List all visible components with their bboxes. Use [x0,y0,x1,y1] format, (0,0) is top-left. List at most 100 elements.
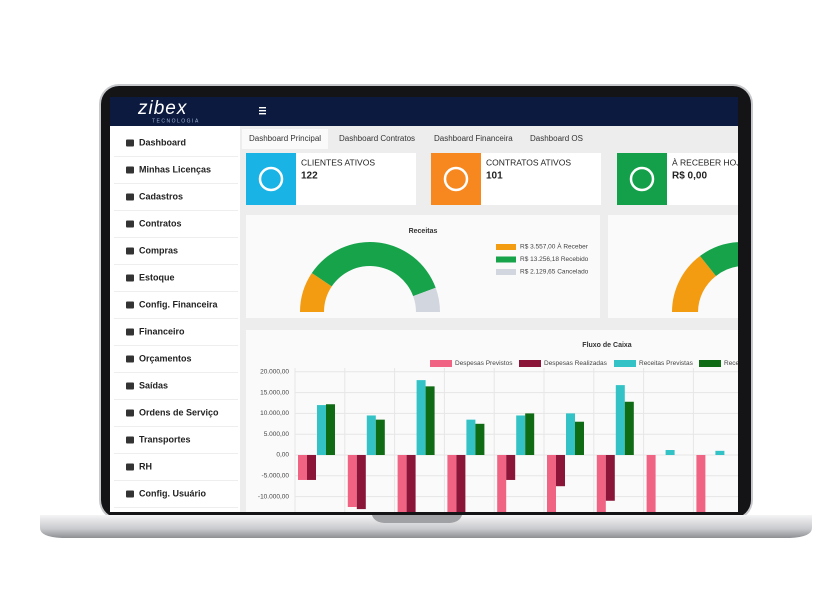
menu-icon [126,139,134,147]
menu-icon [126,328,134,336]
bar [347,455,357,507]
menu-item[interactable]: Minhas Licenças [139,164,211,174]
bar [326,404,335,455]
bar [356,455,366,510]
legend-swatch [430,360,452,367]
bar [317,405,326,455]
menu-icon [126,274,134,282]
tab[interactable]: Dashboard Financeira [434,134,513,143]
tab-active [242,129,328,149]
bar [497,455,507,512]
menu-item[interactable]: Ordens de Serviço [139,407,219,417]
y-tick-label: 20.000,00 [260,369,289,376]
gauge-segment [311,242,436,297]
bar [646,455,656,512]
tab[interactable]: Dashboard OS [530,134,583,143]
menu-item[interactable]: Cadastros [139,191,183,201]
bar [366,415,376,455]
menu-item[interactable]: Saídas [139,380,168,390]
card-title: CLIENTES ATIVOS [301,157,375,167]
menu-item[interactable]: Dashboard [139,137,186,147]
gauge-2-part [672,256,716,312]
card-value: 101 [486,171,503,182]
menu-icon [126,463,134,471]
card-title: CONTRATOS ATIVOS [486,157,571,167]
menu-icon [126,193,134,201]
bar [525,413,535,455]
gauge-2-part [700,242,738,276]
bar [406,455,416,512]
menu-item[interactable]: Estoque [139,272,175,282]
menu-item[interactable]: Financeiro [139,326,185,336]
top-nav [110,97,738,126]
legend-swatch [496,256,516,263]
menu-toggle[interactable] [259,107,266,115]
menu-item[interactable]: Transportes [139,434,191,444]
gauge-segment [413,287,440,312]
bar [298,455,307,480]
menu-icon [126,301,134,309]
bar [575,421,584,455]
menu-icon [126,409,134,417]
legend-label: R$ 2.129,65 Cancelado [520,269,589,276]
menu-item[interactable]: Config. Usuário [139,488,207,498]
card-icon-bg [246,153,296,205]
bar [307,455,316,480]
card-value: 122 [301,171,318,182]
bar [615,385,625,455]
menu-icon [126,355,134,363]
menu-item[interactable]: Config. Financeira [139,299,219,309]
bar [715,450,725,455]
legend-swatch [496,269,516,275]
bar [605,455,615,501]
screen: zibex TECNOLOGIA Dashboard Minhas Licença… [110,97,784,512]
legend-label: Despesas Previstos [455,360,513,367]
menu-item[interactable]: Orçamentos [139,353,192,363]
bar [566,413,575,455]
tab[interactable]: Dashboard Principal [249,134,321,143]
y-tick-label: -5.000,00 [262,473,290,480]
legend-label: Receitas Previstas [639,360,694,367]
bar [547,455,556,512]
legend-swatch [519,360,541,367]
menu-icon [126,247,134,255]
menu-icon [126,490,134,498]
bar [425,386,435,455]
bar [375,419,385,455]
y-tick-label: 10.000,00 [260,410,289,417]
chart-title: Fluxo de Caixa [582,342,632,349]
card-icon [629,166,655,192]
bar [475,423,485,455]
bar [696,455,706,512]
card-icon-bg [617,153,667,205]
logo-sub: TECNOLOGIA [152,118,200,124]
chart-title: Receitas [409,228,438,235]
legend-label: Receitas Realizadas [724,360,784,367]
y-tick-label: 0,00 [276,452,289,459]
card-icon [443,166,469,192]
legend-swatch [496,244,516,250]
bar [466,419,476,455]
laptop-base [40,515,812,538]
tab[interactable]: Dashboard Contratos [339,134,415,143]
bar [397,455,407,512]
legend-label: Despesas Realizadas [544,360,608,367]
menu-icon [126,382,134,390]
menu-icon [126,436,134,444]
card-title: À RECEBER HOJE [672,157,746,167]
gauge-segment [300,273,332,312]
menu-icon [126,220,134,228]
bar [456,455,466,512]
menu-item[interactable]: Compras [139,245,178,255]
card-icon-bg [431,153,481,205]
plot [294,368,738,512]
bar [506,455,516,480]
legend-swatch [699,360,721,367]
y-tick-label: -10.000,00 [258,493,289,500]
bar [516,415,526,455]
bar [665,450,675,455]
y-tick-label: 5.000,00 [264,431,290,438]
menu-item[interactable]: Contratos [139,218,182,228]
menu-item[interactable]: RH [139,461,152,471]
